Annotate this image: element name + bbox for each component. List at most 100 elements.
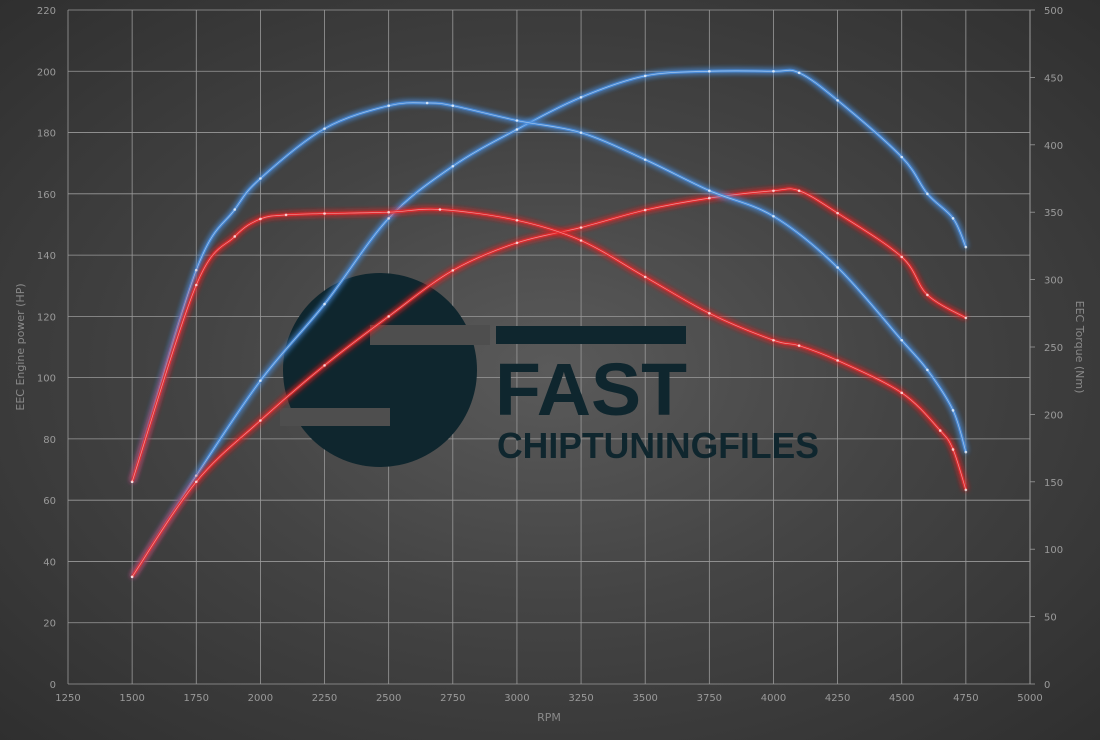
data-point	[233, 235, 237, 238]
series-highlight-2	[131, 102, 967, 482]
data-point	[284, 213, 288, 217]
data-point	[708, 196, 711, 200]
data-point	[387, 104, 390, 108]
data-point	[579, 96, 583, 99]
data-point	[708, 312, 711, 315]
y-left-tick-label: 20	[43, 619, 56, 630]
y-right-tick-label: 50	[1044, 613, 1057, 624]
series-highlight-3	[131, 208, 967, 490]
data-point	[194, 474, 198, 477]
data-point	[643, 158, 647, 161]
x-tick-label: 2000	[248, 693, 273, 704]
data-point	[323, 127, 326, 130]
logo-word: FAST	[495, 348, 687, 431]
data-point	[772, 338, 775, 342]
series-highlight-1	[131, 188, 967, 577]
data-point	[130, 575, 134, 579]
data-point	[772, 69, 775, 73]
data-point	[259, 379, 262, 383]
data-point	[926, 192, 929, 196]
data-point	[387, 315, 390, 318]
logo-bar	[496, 326, 686, 344]
data-point	[323, 364, 326, 367]
series-highlight-0	[131, 69, 967, 577]
data-point	[515, 218, 519, 222]
data-point	[964, 450, 968, 454]
data-point	[926, 368, 929, 372]
y-left-tick-label: 140	[37, 251, 56, 262]
y-right-tick-label: 400	[1044, 141, 1063, 152]
data-point	[643, 275, 647, 279]
data-point	[515, 119, 519, 122]
data-point	[451, 104, 455, 108]
data-point	[900, 155, 904, 159]
data-point	[964, 316, 968, 320]
y-right-tick-label: 100	[1044, 545, 1063, 556]
x-tick-label: 5000	[1017, 693, 1042, 704]
data-point	[259, 177, 262, 180]
y-right-tick-label: 0	[1044, 680, 1050, 691]
y-left-tick-label: 120	[37, 312, 56, 323]
y-right-tick-label: 200	[1044, 410, 1063, 421]
data-point	[438, 208, 442, 211]
x-tick-label: 4000	[761, 693, 786, 704]
data-point	[259, 217, 262, 221]
y-right-tick-label: 450	[1044, 73, 1063, 84]
data-point	[130, 480, 134, 484]
y-axis-right-label: EEC Torque (Nm)	[1073, 301, 1086, 394]
data-point	[579, 226, 583, 229]
x-tick-label: 1500	[119, 693, 144, 704]
logo-circle	[283, 273, 477, 467]
data-point	[797, 189, 801, 193]
x-tick-label: 3000	[504, 693, 529, 704]
data-point	[797, 344, 801, 347]
data-point	[900, 255, 904, 259]
data-point	[387, 217, 390, 220]
data-point	[926, 293, 929, 297]
data-point	[194, 283, 198, 287]
data-point	[579, 239, 583, 242]
data-point	[797, 71, 801, 75]
data-point	[964, 245, 968, 249]
data-point	[643, 208, 647, 212]
y-right-tick-label: 150	[1044, 478, 1063, 489]
x-tick-label: 4250	[825, 693, 850, 704]
x-tick-label: 2250	[312, 693, 337, 704]
y-left-tick-label: 0	[50, 680, 56, 691]
data-point	[323, 302, 326, 306]
data-point	[938, 429, 942, 432]
x-tick-label: 1250	[55, 693, 80, 704]
y-axis-left-label: EEC Engine power (HP)	[14, 283, 27, 410]
data-point	[451, 269, 455, 272]
data-point	[579, 131, 583, 134]
data-point	[836, 359, 839, 362]
data-point	[451, 164, 455, 168]
grid	[67, 9, 1035, 685]
y-right-tick-label: 250	[1044, 343, 1063, 354]
logo: FAST CHIPTUNINGFILES	[280, 273, 819, 467]
x-tick-label: 3500	[632, 693, 657, 704]
x-tick-label: 2500	[376, 693, 401, 704]
data-point	[951, 409, 955, 412]
x-tick-label: 3750	[697, 693, 722, 704]
y-left-tick-label: 100	[37, 374, 56, 385]
y-left-tick-label: 180	[37, 129, 56, 140]
data-point	[387, 210, 390, 214]
data-point	[900, 391, 904, 395]
x-tick-label: 4500	[889, 693, 914, 704]
y-left-tick-label: 40	[43, 557, 56, 568]
y-left-tick-label: 160	[37, 190, 56, 201]
data-point	[951, 448, 955, 451]
data-point	[515, 128, 519, 131]
y-right-tick-label: 350	[1044, 208, 1063, 219]
data-point	[964, 488, 968, 492]
y-left-tick-label: 60	[43, 496, 56, 507]
y-right-tick-label: 500	[1044, 6, 1063, 17]
data-point	[772, 214, 775, 218]
y-right-tick-label: 300	[1044, 276, 1063, 287]
x-tick-label: 3250	[568, 693, 593, 704]
data-point	[900, 338, 904, 342]
x-tick-label: 4750	[953, 693, 978, 704]
series-group	[130, 68, 968, 579]
data-point	[708, 189, 711, 192]
